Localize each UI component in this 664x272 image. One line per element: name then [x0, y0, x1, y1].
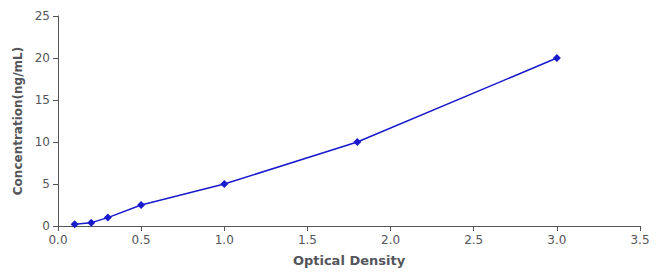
svg-text:Concentration(ng/mL): Concentration(ng/mL)	[11, 47, 25, 195]
svg-text:2.0: 2.0	[381, 233, 400, 247]
svg-text:Optical Density: Optical Density	[293, 253, 406, 268]
svg-text:0: 0	[42, 219, 50, 233]
svg-text:1.5: 1.5	[298, 233, 317, 247]
svg-text:3.0: 3.0	[547, 233, 566, 247]
svg-text:1.0: 1.0	[215, 233, 234, 247]
svg-text:20: 20	[35, 51, 50, 65]
svg-text:2.5: 2.5	[464, 233, 483, 247]
svg-text:5: 5	[42, 177, 50, 191]
svg-text:0.0: 0.0	[48, 233, 67, 247]
svg-text:0.5: 0.5	[132, 233, 151, 247]
svg-text:25: 25	[35, 9, 50, 23]
svg-text:15: 15	[35, 93, 50, 107]
svg-text:10: 10	[35, 135, 50, 149]
svg-text:3.5: 3.5	[630, 233, 649, 247]
